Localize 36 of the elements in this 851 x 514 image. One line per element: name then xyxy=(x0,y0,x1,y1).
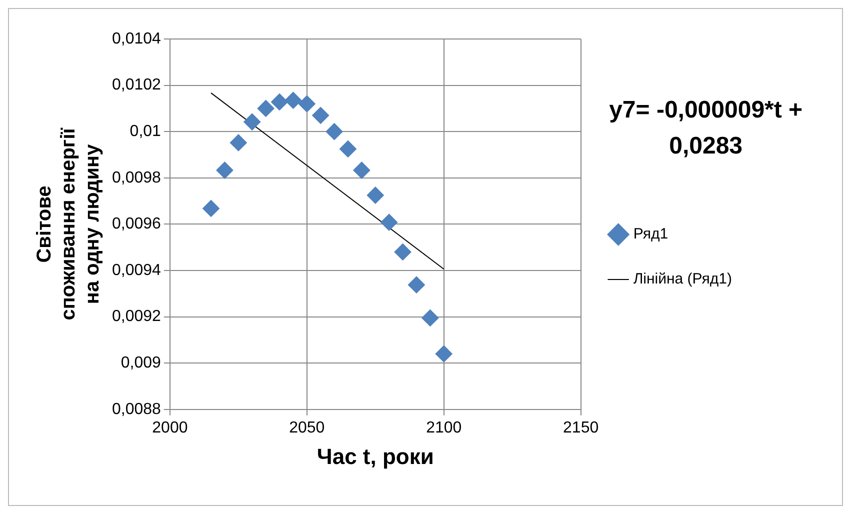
point xyxy=(312,106,330,124)
y-tick-label: 0,0094 xyxy=(112,262,162,279)
point xyxy=(244,113,261,130)
point xyxy=(202,200,220,217)
legend-label: Ряд1 xyxy=(633,226,668,243)
point xyxy=(435,345,452,362)
x-axis-title: Час t, роки xyxy=(316,444,434,469)
point xyxy=(339,140,356,158)
point xyxy=(284,92,302,109)
point xyxy=(380,214,398,231)
y-tick-label: 0,0102 xyxy=(112,76,162,94)
y-tick-label: 0,0104 xyxy=(112,30,162,48)
point xyxy=(257,100,274,117)
x-tick-label: 2150 xyxy=(563,419,599,436)
y-tick-label: 0,0096 xyxy=(112,216,162,233)
point xyxy=(366,186,384,204)
point xyxy=(230,134,247,152)
x-tick-label: 2100 xyxy=(426,419,462,436)
y-tick-label: 0,01 xyxy=(130,123,162,140)
point xyxy=(298,95,316,112)
legend-label: Лінійна (Ряд1) xyxy=(633,270,732,288)
point xyxy=(408,276,425,294)
y-axis-title: Світове споживання енергії на одну людину xyxy=(34,128,104,320)
y-tick-label: 0,009 xyxy=(120,354,162,372)
point xyxy=(326,123,343,140)
text: y7= -0,000009*t + 0,0283 xyxy=(609,96,803,160)
y-tick-label: 0,0088 xyxy=(112,400,162,418)
y-tick-label: 0,0098 xyxy=(112,169,162,186)
x-tick-label: 2050 xyxy=(289,419,325,436)
point xyxy=(422,309,439,326)
x-tick-label: 2000 xyxy=(152,419,188,436)
point xyxy=(353,162,370,179)
point xyxy=(271,93,288,110)
point xyxy=(394,243,412,260)
y-tick-label: 0,0092 xyxy=(112,308,162,326)
point xyxy=(216,162,234,179)
